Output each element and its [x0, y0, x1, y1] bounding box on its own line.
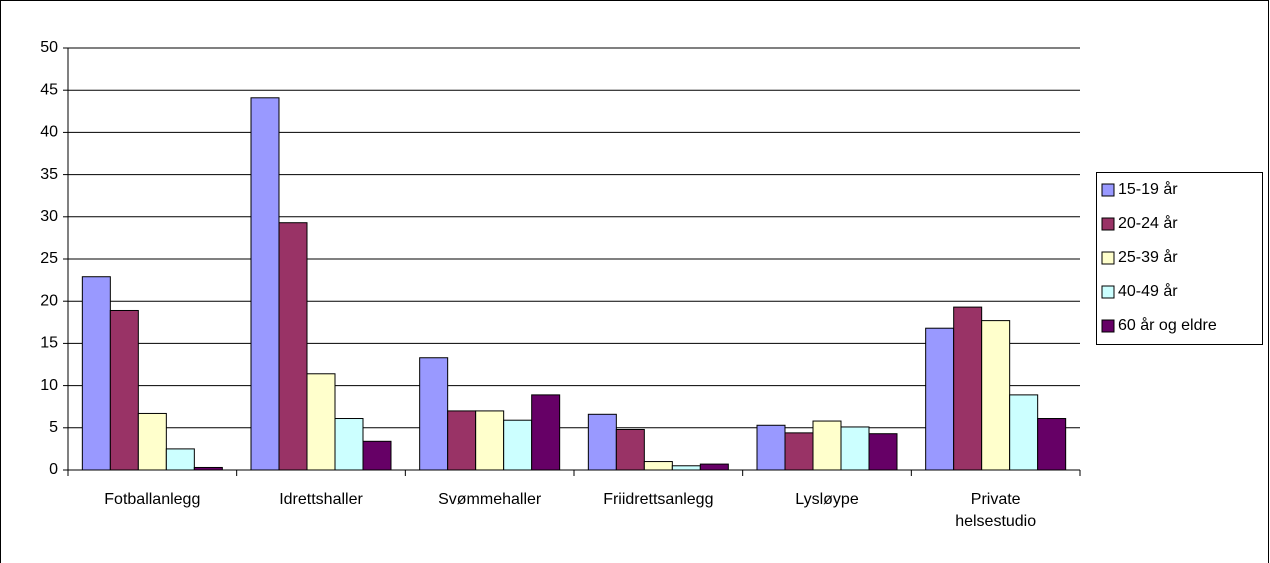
bar — [278, 222, 308, 471]
x-tick-label: Private helsestudio — [955, 491, 1036, 530]
bar — [925, 327, 955, 471]
x-tick-label: Idrettshaller — [279, 491, 363, 508]
bar — [109, 309, 139, 471]
bar — [840, 426, 870, 471]
legend-swatch — [1101, 183, 1115, 197]
y-tick-label: 25 — [40, 250, 58, 267]
bar — [812, 420, 842, 471]
legend-label: 60 år og eldre — [1118, 316, 1217, 334]
legend-label: 40-49 år — [1118, 282, 1178, 300]
bar — [643, 461, 673, 471]
bar — [615, 428, 645, 471]
y-tick-label: 10 — [40, 377, 58, 394]
y-tick-label: 20 — [40, 292, 58, 309]
legend-label: 20-24 år — [1118, 214, 1178, 232]
y-tick-label: 30 — [40, 208, 58, 225]
legend-box — [1096, 172, 1263, 345]
legend-swatch — [1101, 285, 1115, 299]
bar — [531, 394, 561, 471]
bar — [784, 432, 814, 471]
y-tick-label: 40 — [40, 124, 58, 141]
bar — [447, 410, 477, 471]
y-tick-label: 50 — [40, 39, 58, 56]
legend-swatch — [1101, 251, 1115, 265]
bar — [981, 320, 1011, 471]
bar — [137, 412, 167, 471]
y-tick-label: 35 — [40, 166, 58, 183]
y-tick-label: 45 — [40, 81, 58, 98]
bar — [334, 418, 364, 471]
bar — [671, 465, 701, 471]
bar — [475, 410, 505, 471]
bar — [1009, 394, 1039, 471]
y-tick-label: 0 — [49, 461, 58, 478]
x-tick-label: Lysløype — [795, 491, 859, 508]
legend-swatch — [1101, 217, 1115, 231]
bar — [756, 424, 786, 471]
x-tick-label: Svømmehaller — [438, 491, 542, 508]
x-tick-label: Friidrettsanlegg — [603, 491, 713, 508]
bar — [419, 357, 449, 471]
y-tick-label: 15 — [40, 335, 58, 352]
bar — [250, 97, 280, 471]
legend-label: 25-39 år — [1118, 248, 1178, 266]
bar — [953, 306, 983, 471]
legend-swatch — [1101, 319, 1115, 333]
bar — [1037, 418, 1067, 471]
bar — [699, 463, 729, 471]
bar — [503, 419, 533, 471]
bar — [165, 448, 195, 471]
bar — [306, 373, 336, 471]
y-tick-label: 5 — [49, 419, 58, 436]
bar — [587, 413, 617, 471]
bar — [81, 276, 111, 471]
bar — [362, 440, 392, 471]
bar — [868, 433, 898, 471]
x-tick-label: Fotballanlegg — [104, 491, 200, 508]
legend-label: 15-19 år — [1118, 180, 1178, 198]
